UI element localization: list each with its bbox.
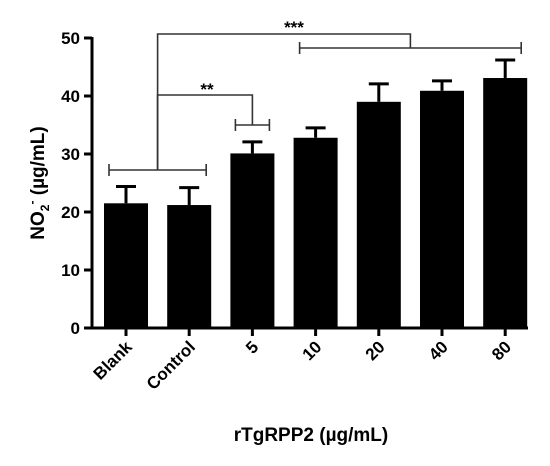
x-tick-label-5: 5 [242,337,262,357]
bar-40 [420,90,464,328]
x-tick-label-blank: Blank [90,337,137,384]
bar-10 [293,137,338,328]
bars-layer [104,78,528,329]
y-tick-label-0: 0 [71,319,80,338]
bar-5 [230,153,275,328]
x-tick-label-80: 80 [488,337,515,364]
significance-label-2: *** [284,18,304,37]
axes-layer [90,37,528,330]
x-tick-label-20: 20 [362,337,389,364]
bar-control [167,205,212,328]
y-tick-label-20: 20 [61,203,80,222]
x-tick-label-40: 40 [425,337,452,364]
error-bars-layer [116,58,516,206]
y-ticks-layer: 0 10 20 30 40 50 [61,29,92,338]
x-axis-title: rTgRPP2 (µg/mL) [234,425,389,446]
connector-triple-star [156,33,412,170]
x-ticks-layer: Blank Control 5 10 20 40 80 [90,328,515,394]
significance-label-1: ** [200,80,214,99]
y-tick-label-30: 30 [61,145,80,164]
bar-20 [356,101,401,328]
bar-blank [104,203,148,328]
significance-layer: ***** [108,18,523,176]
x-tick-label-10: 10 [299,337,326,364]
bar-80 [483,78,528,329]
y-tick-label-50: 50 [61,29,80,48]
y-tick-label-10: 10 [61,261,80,280]
y-tick-label-40: 40 [61,87,80,106]
y-axis-title: NO2- (µg/mL) [25,126,52,239]
x-tick-label-control: Control [143,337,199,393]
